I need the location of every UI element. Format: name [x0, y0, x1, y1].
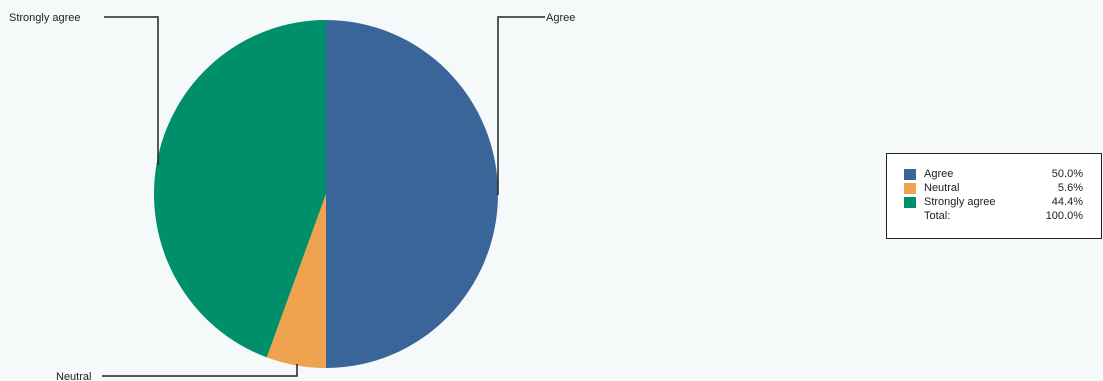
legend-value-neutral: 5.6%	[1057, 182, 1083, 194]
callout-label-neutral: Neutral	[56, 371, 91, 381]
pie-slice-agree	[326, 20, 498, 368]
legend-swatch-neutral	[904, 182, 916, 194]
callout-line-strongly-agree	[104, 16, 159, 165]
legend-value-agree: 50.0%	[1051, 168, 1083, 180]
pie-slices	[154, 20, 498, 368]
legend-row-neutral: Neutral 5.6%	[904, 181, 1083, 195]
legend-row-agree: Agree 50.0%	[904, 167, 1083, 181]
callout-line-agree	[497, 16, 545, 195]
legend-swatch-spacer	[904, 211, 916, 222]
callout-line-neutral	[102, 364, 298, 377]
legend-label-strongly-agree: Strongly agree	[924, 196, 996, 208]
legend-swatch-strongly-agree	[904, 196, 916, 208]
legend-row-total: Total: 100.0%	[904, 209, 1083, 223]
pie-slice-neutral	[266, 194, 326, 368]
legend-value-strongly-agree: 44.4%	[1051, 196, 1083, 208]
callout-label-agree: Agree	[546, 12, 575, 24]
legend-total-value: 100.0%	[1045, 210, 1083, 222]
legend-label-neutral: Neutral	[924, 182, 960, 194]
legend-row-strongly-agree: Strongly agree 44.4%	[904, 195, 1083, 209]
pie-slice-strongly-agree	[154, 20, 326, 358]
callout-label-strongly-agree: Strongly agree	[9, 12, 81, 24]
legend-label-agree: Agree	[924, 168, 954, 180]
legend: Agree 50.0% Neutral 5.6% Strongly agree …	[886, 153, 1102, 239]
legend-swatch-agree	[904, 168, 916, 180]
legend-total-label: Total:	[924, 210, 951, 222]
